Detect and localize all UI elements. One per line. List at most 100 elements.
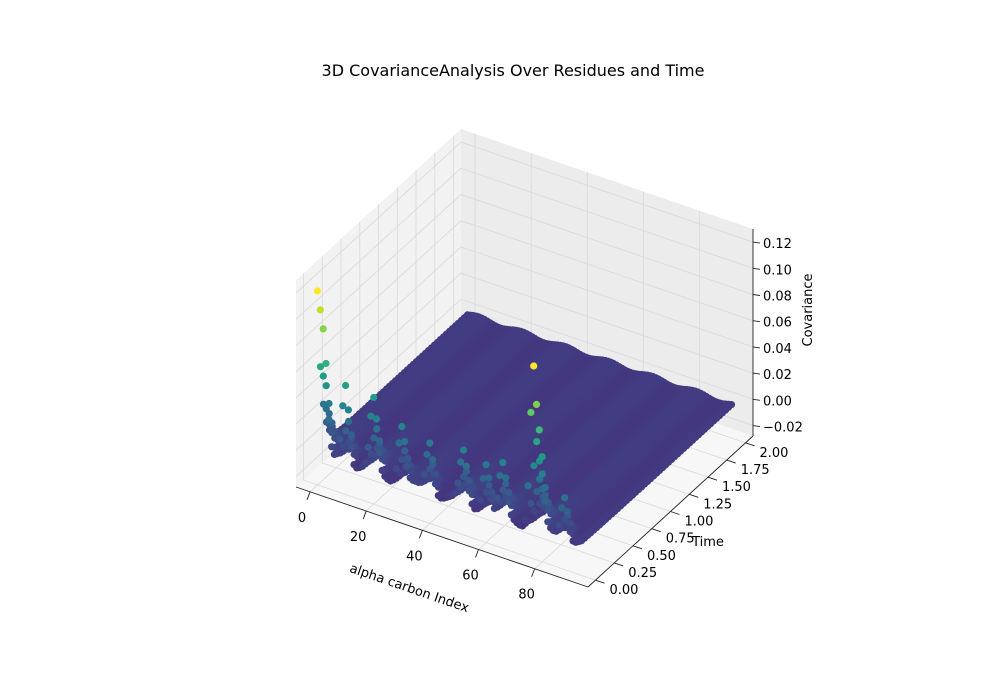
data-point bbox=[530, 362, 538, 370]
z-tick bbox=[752, 320, 761, 323]
grid-line-y bbox=[303, 273, 596, 581]
grid-line-z bbox=[295, 141, 754, 294]
data-point bbox=[460, 472, 468, 481]
x-tick-label: 40 bbox=[406, 549, 423, 564]
data-point bbox=[555, 521, 563, 529]
data-point bbox=[499, 459, 507, 467]
data-point bbox=[533, 438, 541, 446]
data-point bbox=[561, 494, 569, 502]
data-point bbox=[577, 537, 586, 545]
data-point bbox=[533, 488, 541, 496]
y-tick bbox=[614, 562, 624, 567]
data-point bbox=[313, 287, 322, 295]
data-point bbox=[541, 496, 549, 504]
data-point bbox=[499, 486, 507, 494]
data-point bbox=[342, 427, 350, 435]
x-tick-label: 60 bbox=[462, 569, 479, 584]
x-tick-label: 20 bbox=[350, 530, 367, 545]
z-tick bbox=[752, 241, 761, 244]
z-tick bbox=[752, 398, 761, 401]
data-point bbox=[502, 474, 510, 482]
data-point bbox=[504, 498, 513, 506]
z-tick-label: 0.00 bbox=[763, 394, 792, 409]
y-tick bbox=[707, 476, 718, 481]
data-point bbox=[488, 495, 496, 503]
data-point bbox=[485, 481, 493, 489]
z-tick bbox=[752, 372, 761, 375]
x-axis-title: alpha carbon Index bbox=[348, 561, 471, 616]
data-point bbox=[328, 443, 336, 451]
z-tick-label: 0.12 bbox=[763, 237, 792, 252]
z-tick-label: 0.04 bbox=[763, 342, 792, 357]
data-point bbox=[319, 325, 327, 333]
data-point bbox=[465, 476, 473, 485]
data-point bbox=[401, 447, 409, 455]
data-point bbox=[521, 516, 529, 524]
data-point bbox=[417, 478, 425, 486]
data-point bbox=[364, 443, 372, 451]
x-axis-line bbox=[295, 486, 589, 588]
data-point bbox=[378, 466, 386, 474]
data-point bbox=[454, 479, 462, 487]
data-point bbox=[426, 439, 434, 447]
data-point bbox=[429, 456, 437, 464]
z-tick bbox=[752, 425, 761, 427]
data-point bbox=[493, 494, 501, 502]
data-point bbox=[457, 458, 465, 466]
data-point bbox=[342, 381, 350, 390]
y-tick-label: 1.75 bbox=[741, 463, 770, 478]
data-point bbox=[488, 488, 496, 496]
data-point bbox=[325, 399, 333, 408]
data-point bbox=[403, 462, 411, 470]
data-point bbox=[432, 470, 440, 478]
data-point bbox=[569, 537, 577, 545]
tick-marks bbox=[306, 241, 761, 584]
data-point bbox=[392, 465, 400, 473]
y-tick-label: 0.25 bbox=[628, 566, 657, 581]
data-point bbox=[420, 470, 428, 478]
data-point bbox=[361, 458, 369, 467]
data-point bbox=[345, 417, 353, 425]
data-point bbox=[347, 431, 355, 439]
y-tick-label: 0.00 bbox=[610, 583, 639, 598]
z-axis-title: Covariance bbox=[801, 274, 816, 347]
data-point bbox=[333, 450, 341, 458]
y-tick bbox=[689, 493, 699, 498]
y-tick bbox=[726, 459, 736, 464]
y-tick bbox=[745, 442, 755, 447]
y-axis-title: Time bbox=[691, 535, 724, 550]
x-tick bbox=[531, 568, 536, 577]
data-point bbox=[532, 400, 541, 408]
data-point bbox=[558, 504, 566, 512]
data-point bbox=[474, 505, 482, 513]
data-point bbox=[367, 450, 375, 458]
z-tick-label: 0.10 bbox=[763, 263, 792, 278]
z-tick-label: 0.02 bbox=[763, 368, 792, 383]
data-point bbox=[547, 524, 555, 532]
y-tick bbox=[632, 545, 643, 550]
data-point bbox=[502, 480, 510, 488]
data-point bbox=[339, 443, 347, 451]
data-point bbox=[431, 480, 440, 488]
x-tick bbox=[418, 530, 423, 539]
data-point bbox=[544, 506, 552, 514]
data-point bbox=[339, 402, 347, 410]
data-point bbox=[316, 306, 324, 314]
data-point bbox=[319, 372, 327, 380]
data-points bbox=[313, 287, 736, 546]
data-point bbox=[319, 400, 328, 408]
data-point bbox=[505, 488, 513, 496]
y-tick-label: 1.50 bbox=[722, 480, 751, 495]
grid-line-z bbox=[295, 167, 754, 320]
data-point bbox=[465, 487, 473, 495]
y-tick bbox=[670, 511, 680, 515]
data-point bbox=[412, 477, 420, 485]
data-point bbox=[322, 359, 330, 368]
data-point bbox=[389, 476, 397, 484]
data-point bbox=[507, 511, 515, 519]
data-point bbox=[381, 472, 389, 480]
data-point bbox=[524, 482, 532, 490]
data-point bbox=[350, 450, 358, 458]
